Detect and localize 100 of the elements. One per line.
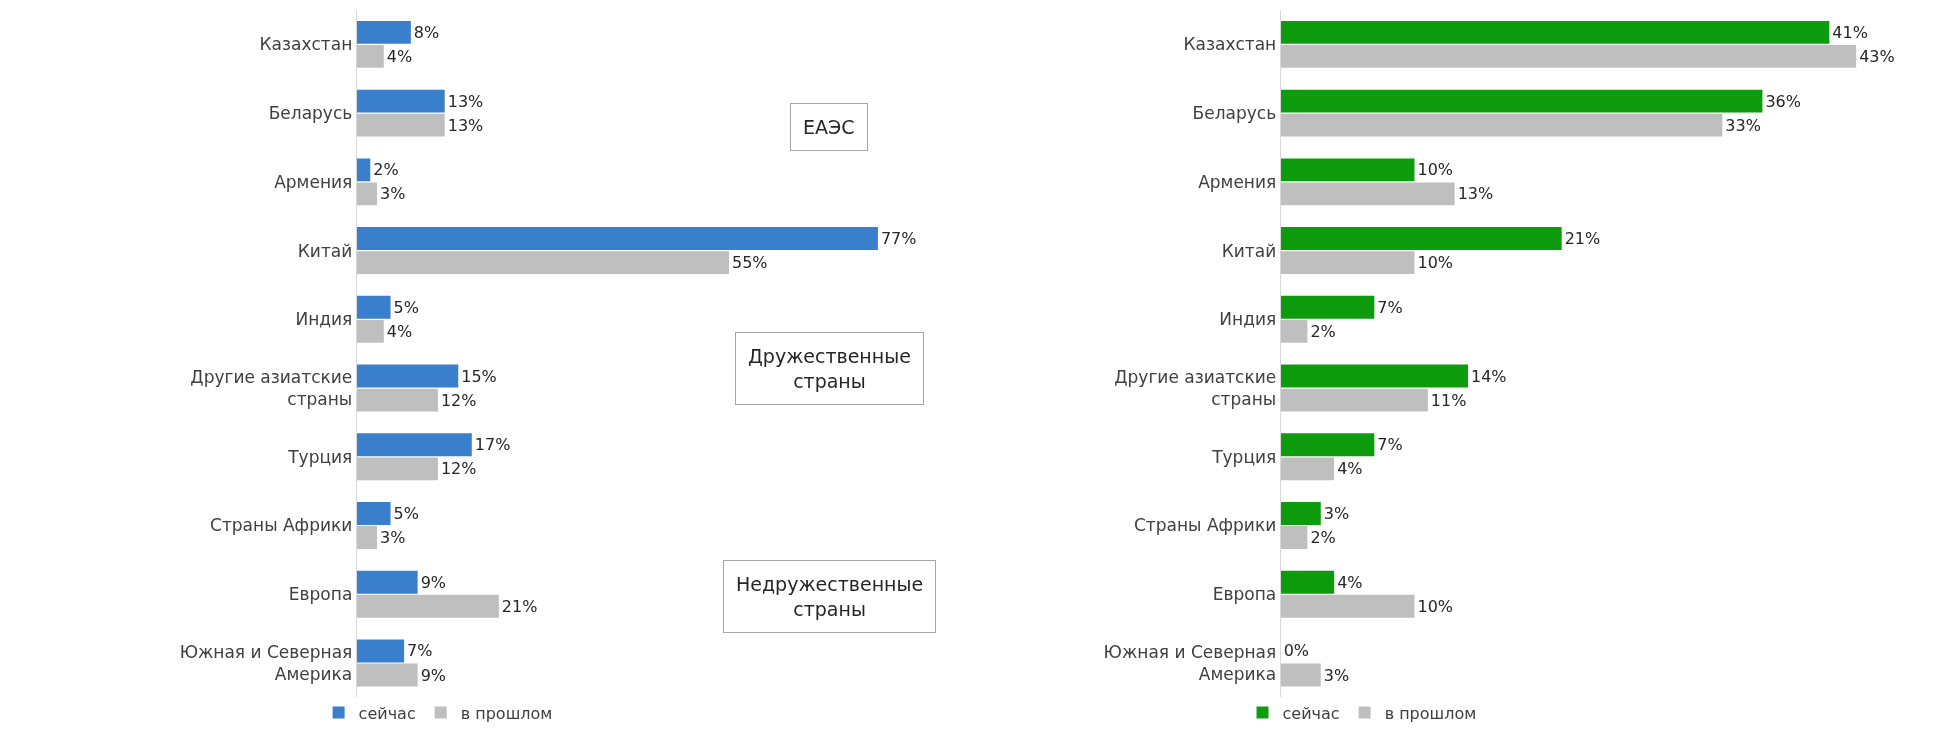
data-label: 5% [393,503,419,523]
bar [356,388,438,412]
data-label: 4% [1337,459,1363,479]
y-tick-label: Китай [297,240,353,261]
bar [1280,663,1321,687]
data-label: 3% [1323,665,1350,685]
legend-label: в прошлом [460,703,553,723]
data-label: 10% [1417,596,1454,616]
data-label: 55% [732,253,768,273]
bar [1280,251,1415,275]
data-label: 4% [1337,572,1363,592]
data-label: 0% [1283,641,1310,661]
y-tick-label: Индия [1219,309,1277,330]
data-label: 10% [1417,253,1454,273]
data-label: 3% [380,184,406,204]
data-label: 9% [420,665,447,685]
bar [1280,388,1428,412]
bar [1280,364,1469,388]
y-tick-label: Другие азиатские страны [1114,366,1277,410]
data-label: 17% [474,435,511,455]
legend-label: сейчас [1282,703,1340,723]
data-label: 5% [393,297,419,317]
data-label: 43% [1859,46,1895,66]
data-label: 2% [1310,321,1336,341]
data-label: 21% [501,596,538,616]
bar [1280,594,1415,618]
y-tick-label: Армения [1198,171,1277,192]
bar [1280,433,1375,457]
data-label: 9% [420,572,447,592]
bar [1280,295,1375,319]
bar [356,182,378,206]
bar [1280,158,1415,182]
bar [356,364,459,388]
bar [1280,319,1308,343]
bar [356,89,445,113]
bar [1280,20,1830,44]
bar [356,663,418,687]
y-tick-label: Страны Африки [1133,515,1277,536]
bar [1280,526,1308,549]
data-label: 12% [440,390,477,410]
y-tick-label: Страны Африки [210,515,353,536]
y-tick-label: Южная и Северная Америка [179,641,353,684]
bar [356,44,384,68]
bar [356,158,371,182]
data-label: 3% [380,528,406,548]
y-tick-label: Индия [295,309,353,330]
annotation: Недружественные страны [736,573,924,620]
y-tick-label: Китай [1221,240,1277,261]
bar [356,457,438,481]
data-label: 3% [1323,503,1350,523]
data-label: 33% [1725,115,1761,135]
data-label: 4% [386,46,413,66]
bar [356,526,378,549]
data-label: 13% [447,91,484,111]
data-label: 14% [1471,366,1507,386]
bar [1280,502,1321,525]
annotation: Дружественные страны [748,345,911,392]
bar [1280,89,1763,113]
y-tick-label: Южная и Северная Америка [1103,641,1277,684]
legend-label: сейчас [358,703,416,723]
bar [356,227,878,250]
y-tick-label: Европа [288,584,353,605]
data-label: 15% [461,366,497,386]
bar [1280,227,1562,250]
bar [356,594,499,618]
bar [1280,113,1723,137]
y-tick-label: Беларусь [1192,103,1277,124]
data-label: 12% [440,459,477,479]
y-tick-label: Турция [1211,446,1277,467]
annotation: ЕАЭС [803,116,855,138]
data-label: 7% [1377,435,1403,455]
data-label: 2% [373,160,399,180]
data-label: 11% [1430,390,1467,410]
bar [356,639,405,663]
bar [356,251,729,275]
data-label: 13% [1457,184,1494,204]
data-label: 13% [447,115,484,135]
bar [356,433,472,457]
bar [356,570,418,594]
data-label: 4% [386,321,413,341]
y-tick-label: Европа [1212,584,1277,605]
bar [1280,570,1335,594]
y-tick-label: Беларусь [268,103,353,124]
data-label: 36% [1765,91,1802,111]
bar [356,295,391,319]
bar [356,319,384,343]
y-tick-label: Казахстан [259,34,353,55]
legend-label: в прошлом [1384,703,1477,723]
bar [1280,44,1857,68]
bar [356,20,411,44]
bar [356,502,391,525]
data-label: 77% [880,229,917,249]
data-label: 21% [1564,229,1601,249]
data-label: 10% [1417,160,1454,180]
data-label: 8% [413,22,440,42]
bar [1280,457,1335,481]
y-tick-label: Другие азиатские страны [190,366,353,410]
data-label: 41% [1832,22,1868,42]
data-label: 7% [1377,297,1403,317]
bar [1280,182,1455,206]
